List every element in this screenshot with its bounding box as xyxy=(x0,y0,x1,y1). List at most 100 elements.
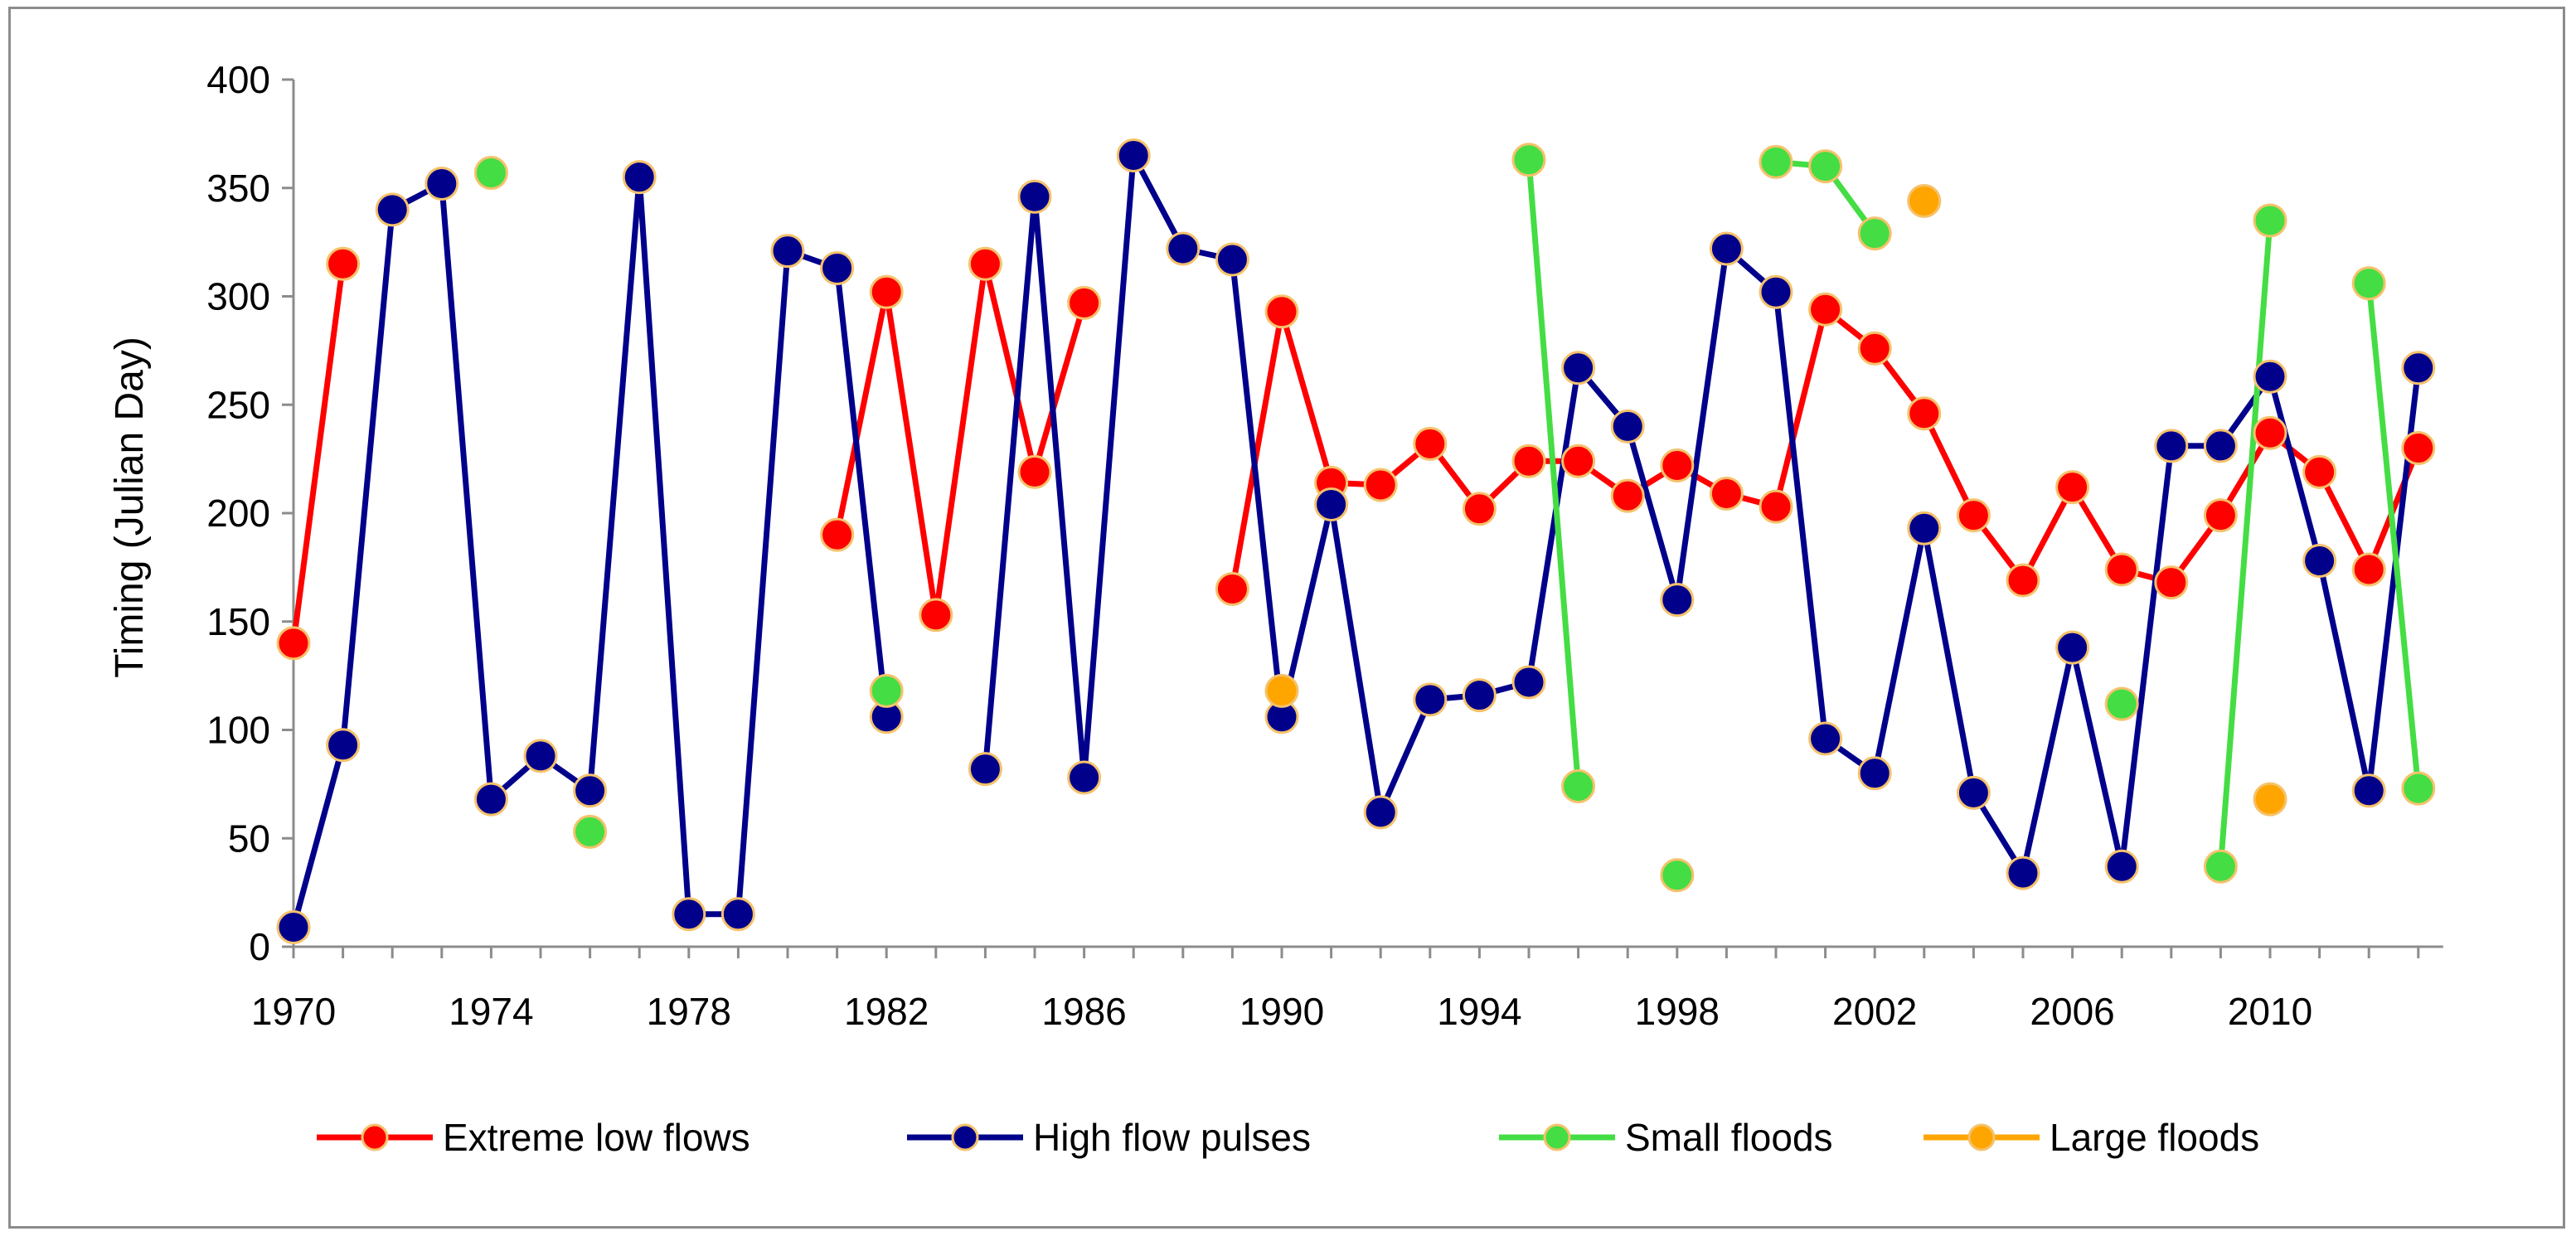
extreme-low-flows-point xyxy=(869,274,904,309)
y-tick-label: 100 xyxy=(206,709,270,752)
extreme-low-flows-point xyxy=(2253,415,2287,450)
legend-extreme-low-flows-label: Extreme low flows xyxy=(443,1116,750,1159)
y-tick-label: 300 xyxy=(206,275,270,318)
high-flow-pulses-point xyxy=(2154,429,2189,463)
x-tick-label: 1982 xyxy=(844,990,929,1033)
small-floods-point xyxy=(2253,203,2287,238)
extreme-low-flows-point xyxy=(1759,489,1793,524)
high-flow-pulses-point xyxy=(1215,242,1249,277)
small-floods-point xyxy=(1660,858,1695,893)
legend: Extreme low flows High flow pulses Small f… xyxy=(317,1116,2259,1159)
extreme-low-flows-line xyxy=(1229,306,2422,590)
extreme-low-flows-line xyxy=(834,260,1087,618)
x-tick-label: 1970 xyxy=(251,990,336,1033)
high-flow-pulses-point xyxy=(1017,179,1052,214)
legend-extreme-low-flows-marker xyxy=(361,1123,389,1151)
x-tick-label: 1974 xyxy=(449,990,533,1033)
y-tick-label: 200 xyxy=(206,492,270,535)
x-tick-label: 2010 xyxy=(2228,990,2312,1033)
legend-small-floods-label: Small floods xyxy=(1625,1116,1833,1159)
y-tick-label: 250 xyxy=(206,383,270,426)
extreme-low-flows-point xyxy=(1067,285,1102,320)
high-flow-pulses-point xyxy=(1610,409,1645,444)
high-flow-pulses-point xyxy=(1561,351,1596,385)
extreme-low-flows-point xyxy=(1660,448,1695,482)
high-flow-pulses-point xyxy=(1709,231,1744,266)
high-flow-pulses-point xyxy=(1413,682,1448,717)
high-flow-pulses-point xyxy=(2401,351,2436,385)
large-floods-point xyxy=(2253,782,2287,817)
high-flow-pulses-point xyxy=(1462,678,1497,713)
high-flow-pulses-point xyxy=(2203,429,2238,463)
extreme-low-flows-point xyxy=(1709,476,1744,511)
extreme-low-flows-point xyxy=(1956,498,1991,533)
high-flow-pulses-point xyxy=(770,234,805,269)
high-flow-pulses-point xyxy=(968,752,1002,787)
extreme-low-flows-point xyxy=(1808,292,1843,327)
high-flow-pulses-line xyxy=(982,153,2422,876)
high-flow-pulses-point xyxy=(820,251,855,286)
y-tick-label: 400 xyxy=(206,58,270,101)
y-tick-label: 50 xyxy=(228,817,270,860)
small-floods-point xyxy=(1808,149,1843,184)
small-floods-point xyxy=(573,814,608,849)
high-flow-pulses-point xyxy=(2104,849,2139,884)
axes: 0 50 100 150 200 250 300 350 400 1970 1974 1978 1982… xyxy=(206,58,2443,1033)
small-floods-line xyxy=(1526,159,1582,787)
high-flow-pulses-point xyxy=(2351,773,2386,808)
x-tick-label: 1998 xyxy=(1635,990,1720,1033)
high-flow-pulses-point xyxy=(1660,583,1695,618)
legend-small-floods-marker xyxy=(1543,1123,1571,1151)
high-flow-pulses-line xyxy=(290,174,890,928)
legend-high-flow-pulses-marker xyxy=(951,1123,979,1151)
high-flow-pulses-point xyxy=(1067,760,1102,795)
extreme-low-flows-point xyxy=(1561,444,1596,478)
extreme-low-flows-point xyxy=(1363,468,1398,502)
high-flow-pulses-point xyxy=(1511,665,1546,700)
high-flow-pulses-point xyxy=(2055,630,2090,665)
high-flow-pulses-point xyxy=(1907,511,1942,545)
high-flow-pulses-point xyxy=(720,897,755,932)
high-flow-pulses-point xyxy=(1759,274,1793,309)
extreme-low-flows-point xyxy=(1511,444,1546,478)
extreme-low-flows-point xyxy=(2055,470,2090,505)
extreme-low-flows-point xyxy=(820,517,855,552)
high-flow-pulses-point xyxy=(2006,856,2040,890)
extreme-low-flows-point xyxy=(2006,563,2040,598)
x-tick-label: 2002 xyxy=(1832,990,1917,1033)
legend-high-flow-pulses-label: High flow pulses xyxy=(1033,1116,1311,1159)
extreme-low-flows-point xyxy=(2104,552,2139,587)
small-floods-point xyxy=(1759,144,1793,179)
small-floods-point xyxy=(2351,266,2386,301)
extreme-low-flows-point xyxy=(1264,294,1299,329)
large-floods-point xyxy=(1264,673,1299,708)
small-floods-point xyxy=(1561,768,1596,803)
extreme-low-flows-point xyxy=(1857,331,1892,366)
legend-large-floods-label: Large floods xyxy=(2050,1116,2259,1159)
high-flow-pulses-point xyxy=(375,192,410,227)
small-floods-point xyxy=(473,155,508,190)
extreme-low-flows-point xyxy=(276,626,311,661)
series-lines xyxy=(290,153,2422,928)
small-floods-point xyxy=(2401,771,2436,806)
y-tick-label: 150 xyxy=(206,600,270,643)
legend-large-floods-marker xyxy=(1967,1123,1996,1151)
high-flow-pulses-point xyxy=(573,773,608,808)
x-tick-label: 1994 xyxy=(1437,990,1521,1033)
x-tick-label: 2006 xyxy=(2030,990,2114,1033)
high-flow-pulses-point xyxy=(424,167,459,201)
extreme-low-flows-point xyxy=(1017,454,1052,489)
extreme-low-flows-point xyxy=(968,246,1002,281)
high-flow-pulses-point xyxy=(1314,487,1349,522)
high-flow-pulses-point xyxy=(1857,756,1892,791)
extreme-low-flows-point xyxy=(2351,552,2386,587)
y-tick-label: 350 xyxy=(206,167,270,210)
high-flow-pulses-point xyxy=(1956,775,1991,810)
chart-frame xyxy=(8,7,2565,1229)
extreme-low-flows-point xyxy=(326,246,361,281)
extreme-low-flows-point xyxy=(1215,572,1249,607)
extreme-low-flows-point xyxy=(1413,426,1448,461)
extreme-low-flows-point xyxy=(2203,498,2238,533)
high-flow-pulses-point xyxy=(622,160,657,195)
